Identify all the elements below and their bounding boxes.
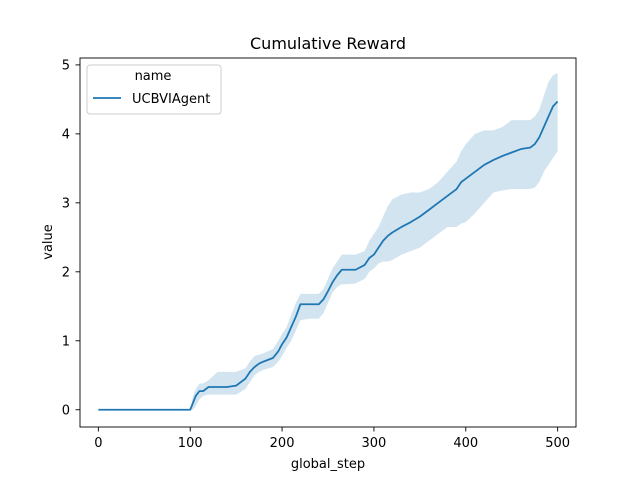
series-line-ucbviagent <box>98 100 559 411</box>
x-tick-label: 0 <box>94 436 102 451</box>
y-axis-ticks: 0 1 2 3 4 5 <box>62 58 80 418</box>
axes-frame <box>79 57 577 428</box>
x-tick-label: 300 <box>362 436 387 451</box>
y-tick-label: 0 <box>62 403 70 418</box>
legend: name UCBVIAgent <box>86 64 222 115</box>
legend-entry-ucbviagent: UCBVIAgent <box>132 92 210 107</box>
x-tick-label: 200 <box>270 436 295 451</box>
y-tick-label: 3 <box>62 196 70 211</box>
x-axis-ticks: 0 100 200 300 400 500 <box>94 427 570 451</box>
y-axis-label: value <box>41 224 56 260</box>
y-tick-label: 2 <box>62 265 70 280</box>
x-axis-label: global_step <box>291 457 365 472</box>
chart-title: Cumulative Reward <box>250 34 406 53</box>
confidence-band <box>98 73 558 410</box>
x-tick-label: 400 <box>453 436 478 451</box>
legend-title: name <box>135 69 172 84</box>
y-tick-label: 4 <box>62 127 70 142</box>
x-tick-label: 500 <box>545 436 570 451</box>
legend-box <box>86 64 222 115</box>
y-tick-label: 1 <box>62 334 70 349</box>
x-tick-label: 100 <box>178 436 203 451</box>
plot-content <box>98 73 559 411</box>
y-tick-label: 5 <box>62 58 70 73</box>
